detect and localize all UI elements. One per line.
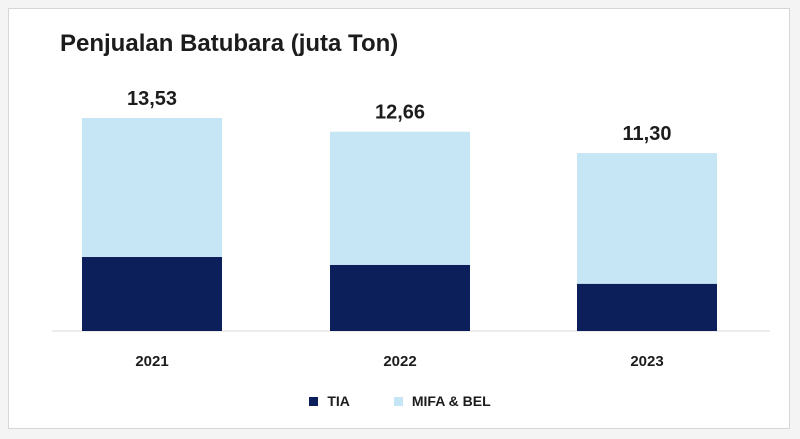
- bar-mifa-bel-2022: [330, 131, 470, 265]
- x-tick-label-2021: 2021: [135, 353, 168, 370]
- bar-mifa-bel-2021: [82, 118, 222, 258]
- bar-tia-2022: [330, 264, 470, 331]
- legend-label-mifa-bel: MIFA & BEL: [411, 393, 491, 409]
- bar-mifa-bel-2023: [577, 153, 717, 284]
- x-tick-label-2023: 2023: [630, 353, 663, 370]
- legend-label-tia: TIA: [327, 393, 350, 409]
- legend-swatch-mifa-bel: [393, 396, 403, 406]
- chart-plot: 13,53 2021 12,66 2022 11,30 2023: [52, 88, 770, 370]
- legend-item-tia: TIA: [309, 393, 350, 409]
- legend-item-mifa-bel: MIFA & BEL: [393, 393, 491, 409]
- total-label-2022: 12,66: [375, 102, 425, 124]
- chart-legend: TIA MIFA & BEL: [0, 389, 800, 413]
- total-label-2021: 13,53: [127, 88, 177, 110]
- chart-title: Penjualan Batubara (juta Ton): [60, 30, 399, 57]
- bar-tia-2023: [577, 283, 717, 331]
- bar-tia-2021: [82, 257, 222, 331]
- x-tick-label-2022: 2022: [383, 353, 416, 370]
- total-label-2023: 11,30: [623, 123, 672, 145]
- legend-swatch-tia: [309, 396, 319, 406]
